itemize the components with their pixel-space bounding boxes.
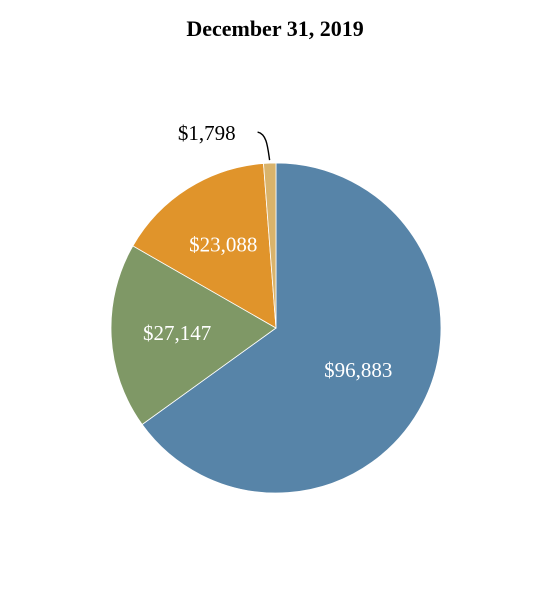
slice-label: $96,883: [324, 358, 392, 382]
pie-slices: [110, 162, 442, 494]
slice-label: $1,798: [178, 121, 236, 145]
pie-slice: [132, 163, 277, 329]
pie-slice: [263, 162, 277, 329]
callout-leader-line: [257, 131, 271, 161]
pie-slice: [141, 162, 442, 494]
chart-title: December 31, 2019: [186, 16, 364, 41]
slice-label: $27,147: [143, 321, 211, 345]
slice-label: $23,088: [189, 232, 257, 256]
pie-labels: $96,883 $27,147 $23,088 $1,798: [143, 121, 392, 382]
pie-slice: [110, 245, 277, 426]
